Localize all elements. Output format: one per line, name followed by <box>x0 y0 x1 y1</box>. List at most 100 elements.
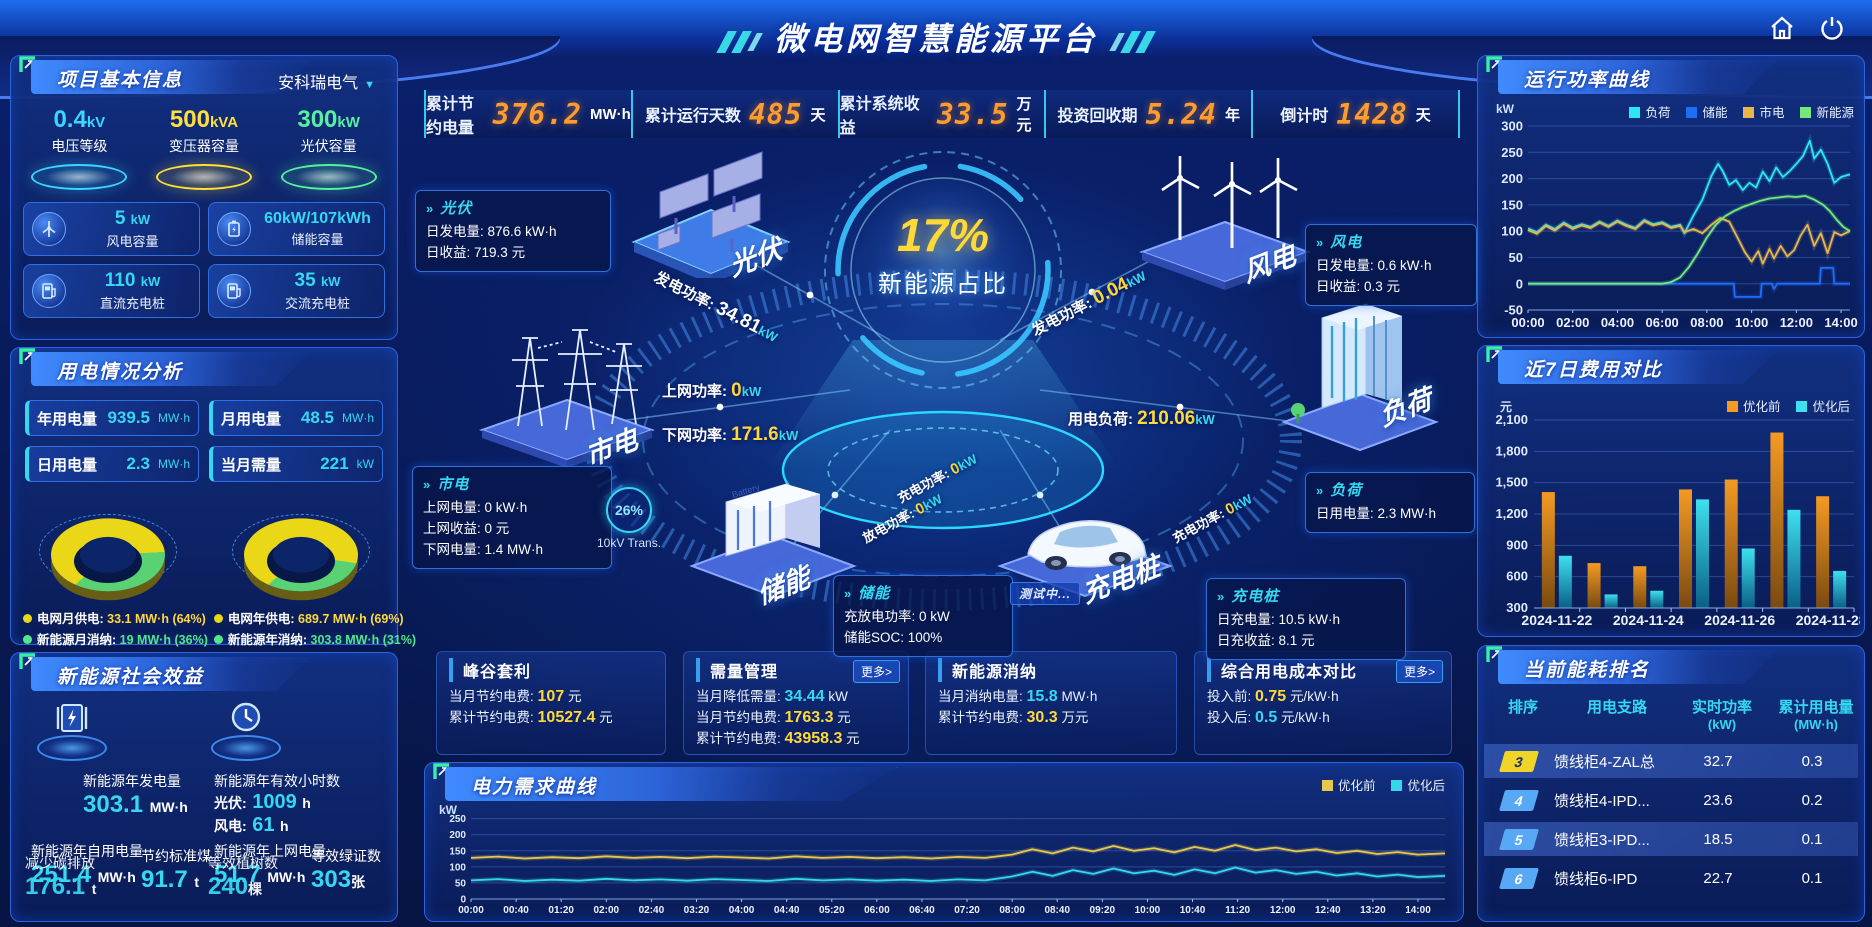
panel-title: 运行功率曲线 <box>1524 70 1651 91</box>
panel-title: 项目基本信息 <box>57 70 184 91</box>
table-row[interactable]: 5 馈线柜3-IPD... 18.5 0.1 <box>1484 822 1858 856</box>
svg-text:00:40: 00:40 <box>503 905 529 916</box>
peak-valley-card: 峰谷套利 当月节约电费: 107 元 累计节约电费: 10527.4 元 <box>436 651 666 755</box>
home-icon[interactable] <box>1768 14 1796 42</box>
transformer-load-pct: 26% <box>606 487 652 533</box>
panel-title-banner <box>31 657 312 691</box>
usage-stats: 年用电量 939.5 MW·h 月用电量 48.5 MW·h 日用电量 2.3 MW·h 当… <box>11 388 397 482</box>
header: 微电网智慧能源平台 <box>0 0 1872 96</box>
clock-pedestal-icon <box>211 702 281 761</box>
power-legend: 负荷 储能 市电 新能源 <box>1629 102 1854 121</box>
chip-storage-capacity: 60kW/107kWh 储能容量 <box>208 202 385 256</box>
svg-text:12:00: 12:00 <box>1780 315 1813 330</box>
stat-month-demand: 当月需量 221 kW <box>209 446 383 482</box>
panel-title-banner <box>1498 350 1779 384</box>
svg-text:09:20: 09:20 <box>1090 905 1116 916</box>
grid-info-box: » 市电 上网电量: 0 kW·h 上网收益: 0 元 下网电量: 1.4 MW·… <box>412 466 612 569</box>
grid-export-flow: 上网功率: 0kW <box>662 380 762 401</box>
svg-text:10:00: 10:00 <box>1735 315 1768 330</box>
svg-text:250: 250 <box>1501 145 1523 160</box>
svg-text:50: 50 <box>1509 250 1523 265</box>
svg-text:100: 100 <box>1501 224 1523 239</box>
svg-text:2024-11-22: 2024-11-22 <box>1521 612 1592 628</box>
spot-transformer: 500kVA 变压器容量 <box>145 106 263 190</box>
spot-voltage: 0.4kV 电压等级 <box>20 106 138 190</box>
transformer-indicator: 26% 10kV Trans. <box>597 487 661 550</box>
chip-dc-charger: 110 kW 直流充电桩 <box>23 264 200 318</box>
legend-item: 优化后 <box>1796 396 1850 415</box>
svg-text:08:40: 08:40 <box>1044 905 1070 916</box>
co2-reduction: 减少碳排放 176.1 t <box>25 855 97 900</box>
load-info-box: » 负荷 日用电量: 2.3 MW·h <box>1305 472 1475 533</box>
legend-renew-year: 新能源年消纳: 303.8 MW·h (31%) <box>213 629 416 648</box>
svg-text:900: 900 <box>1506 537 1528 552</box>
svg-text:300: 300 <box>1501 119 1523 134</box>
svg-text:02:40: 02:40 <box>639 905 665 916</box>
svg-text:300: 300 <box>1506 600 1528 615</box>
capacity-chips: 5 kW 风电容量 60kW/107kWh 储能容量 110 kW 直流充电桩 35 … <box>11 190 397 318</box>
svg-text:200: 200 <box>449 830 466 841</box>
legend-item: 优化前 <box>1321 775 1375 794</box>
annual-hours: 新能源年有效小时数 光伏: 1009 h 风电: 61 h <box>214 773 340 836</box>
stat-day-usage: 日用电量 2.3 MW·h <box>25 446 199 482</box>
svg-text:2024-11-26: 2024-11-26 <box>1704 612 1775 628</box>
table-row[interactable]: 6 馈线柜6-IPD 22.7 0.1 <box>1484 861 1858 895</box>
usage-donuts <box>11 498 397 594</box>
cost-y-unit: 元 <box>1500 400 1513 414</box>
col-power: 实时功率 (kW) <box>1691 699 1752 732</box>
energy-flow-stage: 17% 新能源占比 光伏 风电 市电 负荷 Battery 储能 <box>420 140 1470 654</box>
arrow-icon: » <box>1217 589 1226 604</box>
grid-node: 市电 <box>462 308 672 473</box>
pv-info-box: » 光伏 日发电量: 876.6 kW·h 日收益: 719.3 元 <box>415 190 611 272</box>
legend-item: 负荷 <box>1629 102 1670 121</box>
svg-text:06:40: 06:40 <box>909 905 935 916</box>
svg-text:100: 100 <box>449 862 466 873</box>
renewable-absorb-card: 新能源消纳 当月消纳电量: 15.8 MW·h 累计节约电费: 30.3 万元 <box>925 651 1177 755</box>
spotlight-glow <box>155 164 252 190</box>
panel-title: 用电情况分析 <box>57 362 184 383</box>
company-selector[interactable]: 安科瑞电气 ▼ <box>278 75 375 92</box>
dc-charger-icon <box>32 274 66 308</box>
svg-text:1,200: 1,200 <box>1495 506 1528 521</box>
annual-to-grid: 新能源年上网电量 51.7 MW·h <box>214 843 326 888</box>
renewable-share-label: 新能源占比 <box>878 271 1008 298</box>
chip-wind-capacity: 5 kW 风电容量 <box>23 202 200 256</box>
svg-text:250: 250 <box>449 814 466 825</box>
renewable-share-value: 17% <box>896 209 990 261</box>
stat-month-usage: 月用电量 48.5 MW·h <box>209 400 383 436</box>
more-button[interactable]: 更多> <box>852 660 900 683</box>
spotlight-glow <box>280 164 377 190</box>
svg-text:14:00: 14:00 <box>1824 315 1857 330</box>
load-node: 负荷 <box>1270 282 1450 457</box>
arrow-icon: » <box>844 586 853 601</box>
legend-item: 新能源 <box>1800 102 1854 121</box>
table-row[interactable]: 4 馈线柜4-IPD... 23.6 0.2 <box>1484 783 1858 817</box>
page-title: 微电网智慧能源平台 <box>716 14 1156 60</box>
kpi-payback: 投资回收期 5.24 年 <box>1044 90 1251 138</box>
col-rank: 排序 <box>1507 699 1538 716</box>
arrow-icon: » <box>426 201 435 216</box>
power-chart: -50 0 50 100 150 200 250 300 00:00 02:00 04:00 06:0… <box>1484 118 1860 339</box>
more-button[interactable]: 更多> <box>1395 660 1443 683</box>
load-power-flow: 用电负荷: 210.06kW <box>1068 408 1215 429</box>
pv-node: 光伏 <box>616 148 806 284</box>
svg-text:50: 50 <box>455 878 467 889</box>
svg-text:10:00: 10:00 <box>1135 905 1161 916</box>
panel-title: 电力需求曲线 <box>471 777 598 798</box>
arrow-icon: » <box>423 477 432 492</box>
col-branch: 用电支路 <box>1586 699 1647 716</box>
cost-compare-card: 综合用电成本对比 更多> 投入前: 0.75 元/kW·h 投入后: 0.5 元… <box>1194 651 1452 755</box>
renewable-benefit-panel: 新能源社会效益 新能源年发电量 303.1 MW·h 新能源年有效小时数 光伏:… <box>10 652 398 922</box>
svg-text:600: 600 <box>1506 569 1528 584</box>
power-icon[interactable] <box>1818 14 1846 42</box>
legend-item: 优化前 <box>1726 396 1780 415</box>
table-row[interactable]: 3 馈线柜4-ZAL总 32.7 0.3 <box>1484 744 1858 778</box>
cost-compare-panel: 近7日费用对比 优化前 优化后 元 300 600 900 1,200 1,500 1,80… <box>1477 345 1867 637</box>
rank-badge: 3 <box>1498 750 1540 772</box>
donut-month <box>38 498 177 594</box>
svg-text:2024-11-24: 2024-11-24 <box>1613 612 1684 628</box>
svg-text:0: 0 <box>1516 276 1523 291</box>
svg-text:07:20: 07:20 <box>954 905 980 916</box>
cost-chart: 300 600 900 1,200 1,500 1,800 2,100 2024-11-22 2… <box>1484 412 1866 637</box>
svg-text:12:00: 12:00 <box>1270 905 1296 916</box>
